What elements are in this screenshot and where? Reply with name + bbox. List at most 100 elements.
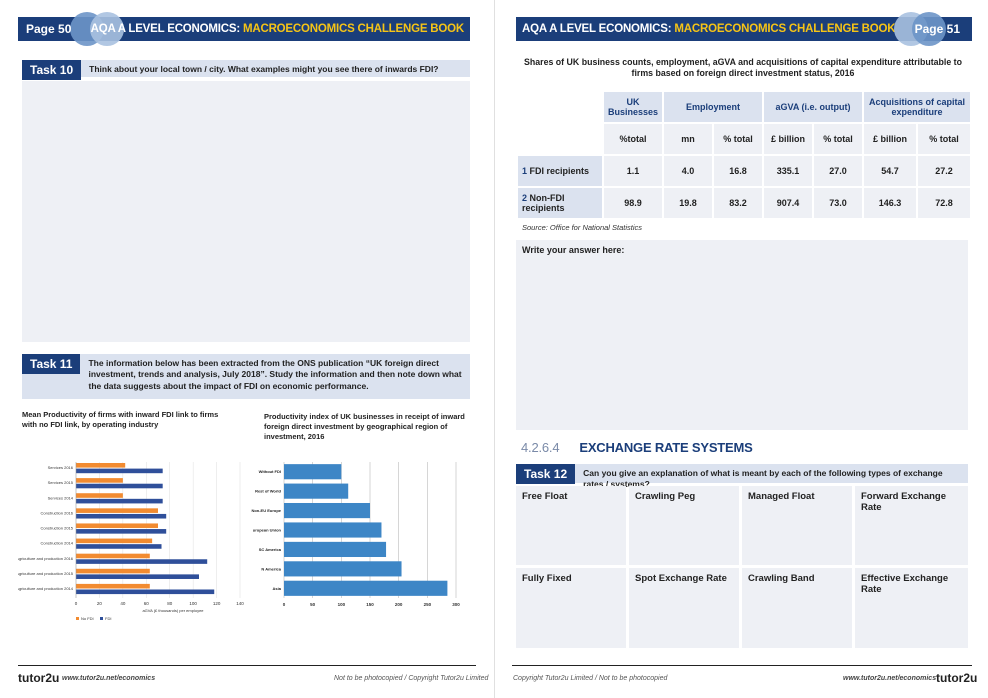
bar-asia xyxy=(284,580,448,596)
x-tick-label: 50 xyxy=(310,602,316,607)
category-label: Services 2015 xyxy=(48,480,74,485)
footer-url[interactable]: www.tutor2u.net/economics xyxy=(843,675,937,682)
legend-label: FDI xyxy=(105,616,111,621)
x-tick-label: 100 xyxy=(338,602,346,607)
task10-answer-box[interactable] xyxy=(22,81,470,342)
chart2-caption: Productivity index of UK businesses in r… xyxy=(264,412,465,441)
category-label: uropean Union xyxy=(253,528,282,533)
table-row: 1 FDI recipients 1.1 4.0 16.8 335.1 27.0… xyxy=(518,156,971,186)
table-cell: 27.0 xyxy=(814,156,863,186)
bar-fdi xyxy=(76,544,162,549)
chart1-caption: Mean Productivity of firms with inward F… xyxy=(22,410,219,429)
table-row-label: 1 FDI recipients xyxy=(518,156,602,186)
exchange-cell-spot-rate[interactable]: Spot Exchange Rate xyxy=(629,568,739,648)
footer-rule xyxy=(512,665,972,666)
category-label: Asia xyxy=(273,586,282,591)
x-tick-label: 100 xyxy=(189,601,197,606)
bar-fdi xyxy=(76,483,163,489)
task11-text: The information below has been extracted… xyxy=(88,358,462,391)
bar-fdi xyxy=(76,559,208,564)
bar-sc-america xyxy=(284,541,387,558)
row-number: 1 xyxy=(522,166,528,176)
x-tick-label: 60 xyxy=(144,601,150,606)
row-label-text: Non-FDI recipients xyxy=(522,193,565,213)
x-tick-label: 0 xyxy=(283,602,286,607)
header-decoration-circle xyxy=(912,12,946,46)
bar-fdi xyxy=(76,498,163,504)
table-group-header: Employment xyxy=(664,92,763,122)
tutor2u-logo: tutor2u xyxy=(936,671,978,685)
bar-no-fdi xyxy=(76,523,158,529)
bar-fdi xyxy=(76,513,167,519)
table-subheader: % total xyxy=(714,124,763,154)
x-tick-label: 80 xyxy=(167,601,173,606)
table-subheader: mn xyxy=(664,124,713,154)
task11-label: Task 11 xyxy=(22,354,81,374)
task12-text: Can you give an explanation of what is m… xyxy=(583,468,943,490)
task10-text: Think about your local town / city. What… xyxy=(89,64,439,74)
bar-fdi xyxy=(76,574,199,579)
table-subhead-row: %total mn % total £ billion % total £ bi… xyxy=(518,124,971,154)
page-number: Page 51 xyxy=(914,22,960,36)
footer-copyright: Not to be photocopied / Copyright Tutor2… xyxy=(334,675,489,682)
table-subheader: % total xyxy=(814,124,863,154)
exchange-cell-forward-rate[interactable]: Forward Exchange Rate xyxy=(855,486,968,565)
category-label: Construction 2016 xyxy=(41,510,74,515)
table-source: Source: Office for National Statistics xyxy=(522,223,643,232)
category-label: N America xyxy=(261,566,281,571)
legend-label: No FDI xyxy=(81,616,94,621)
x-tick-label: 20 xyxy=(97,601,103,606)
table-subheader: £ billion xyxy=(864,124,917,154)
task10-bar: Task 10 Think about your local town / ci… xyxy=(22,60,470,80)
bar-rest-of-world xyxy=(284,483,349,499)
x-tick-label: 120 xyxy=(213,601,221,606)
table-corner xyxy=(518,124,602,154)
bar-no-fdi xyxy=(76,583,150,589)
left-header: Page 50 AQA A LEVEL ECONOMICS: MACROECON… xyxy=(18,12,470,46)
exchange-cell-effective-rate[interactable]: Effective Exchange Rate xyxy=(855,568,968,648)
exchange-cell-fully-fixed[interactable]: Fully Fixed xyxy=(516,568,626,648)
table-cell: 4.0 xyxy=(664,156,713,186)
category-label: Services 2014 xyxy=(48,495,74,500)
category-label: Construction 2014 xyxy=(41,541,74,546)
category-label: Without FDI xyxy=(259,469,281,474)
x-tick-label: 200 xyxy=(395,602,403,607)
table-cell: 1.1 xyxy=(604,156,663,186)
task12-bar: Task 12 Can you give an explanation of w… xyxy=(516,464,968,489)
category-label: SC America xyxy=(259,547,282,552)
exchange-cell-free-float[interactable]: Free Float xyxy=(516,486,626,565)
exchange-cell-managed-float[interactable]: Managed Float xyxy=(742,486,852,565)
category-label: Rest of World xyxy=(255,489,281,494)
x-tick-label: 150 xyxy=(366,602,374,607)
bar-fdi xyxy=(76,529,167,534)
answer-box[interactable]: Write your answer here: xyxy=(516,240,968,430)
section-heading: 4.2.6.4 EXCHANGE RATE SYSTEMS xyxy=(521,440,753,455)
table-cell: 907.4 xyxy=(764,188,813,218)
table-cell: 16.8 xyxy=(714,156,763,186)
table-cell: 54.7 xyxy=(864,156,917,186)
x-tick-label: 300 xyxy=(452,602,460,607)
table-cell: 83.2 xyxy=(714,188,763,218)
footer-url[interactable]: www.tutor2u.net/economics xyxy=(62,675,156,682)
x-tick-label: 40 xyxy=(120,601,126,606)
category-label: Agriculture and production 2014 xyxy=(18,586,74,591)
exchange-cell-crawling-band[interactable]: Crawling Band xyxy=(742,568,852,648)
exchange-cell-crawling-peg[interactable]: Crawling Peg xyxy=(629,486,739,565)
table-cell: 72.8 xyxy=(918,188,971,218)
bar-n-america xyxy=(284,561,402,577)
table-title: Shares of UK business counts, employment… xyxy=(524,57,962,79)
section-title: EXCHANGE RATE SYSTEMS xyxy=(579,440,753,455)
bar-fdi xyxy=(76,468,163,474)
x-tick-label: 250 xyxy=(424,602,432,607)
productivity-by-industry-chart: 0 20 40 60 80 100 120 140 Services 2016 Services … xyxy=(18,462,244,621)
header-title: AQA A LEVEL ECONOMICS: MACROECONOMICS CH… xyxy=(516,23,896,35)
table-cell: 19.8 xyxy=(664,188,713,218)
table-group-header: Acquisitions of capital expenditure xyxy=(864,92,971,122)
section-number: 4.2.6.4 xyxy=(521,440,560,455)
exchange-rate-grid: Free Float Crawling Peg Managed Float Fo… xyxy=(516,486,968,648)
task11-bar: Task 11 The information below has been e… xyxy=(22,354,470,399)
category-label: Agriculture and production 2016 xyxy=(18,556,74,561)
header-title-highlight: MACROECONOMICS CHALLENGE BOOK xyxy=(242,23,464,35)
task12-label: Task 12 xyxy=(516,464,576,484)
table-row: 2 Non-FDI recipients 98.9 19.8 83.2 907.… xyxy=(518,188,971,218)
